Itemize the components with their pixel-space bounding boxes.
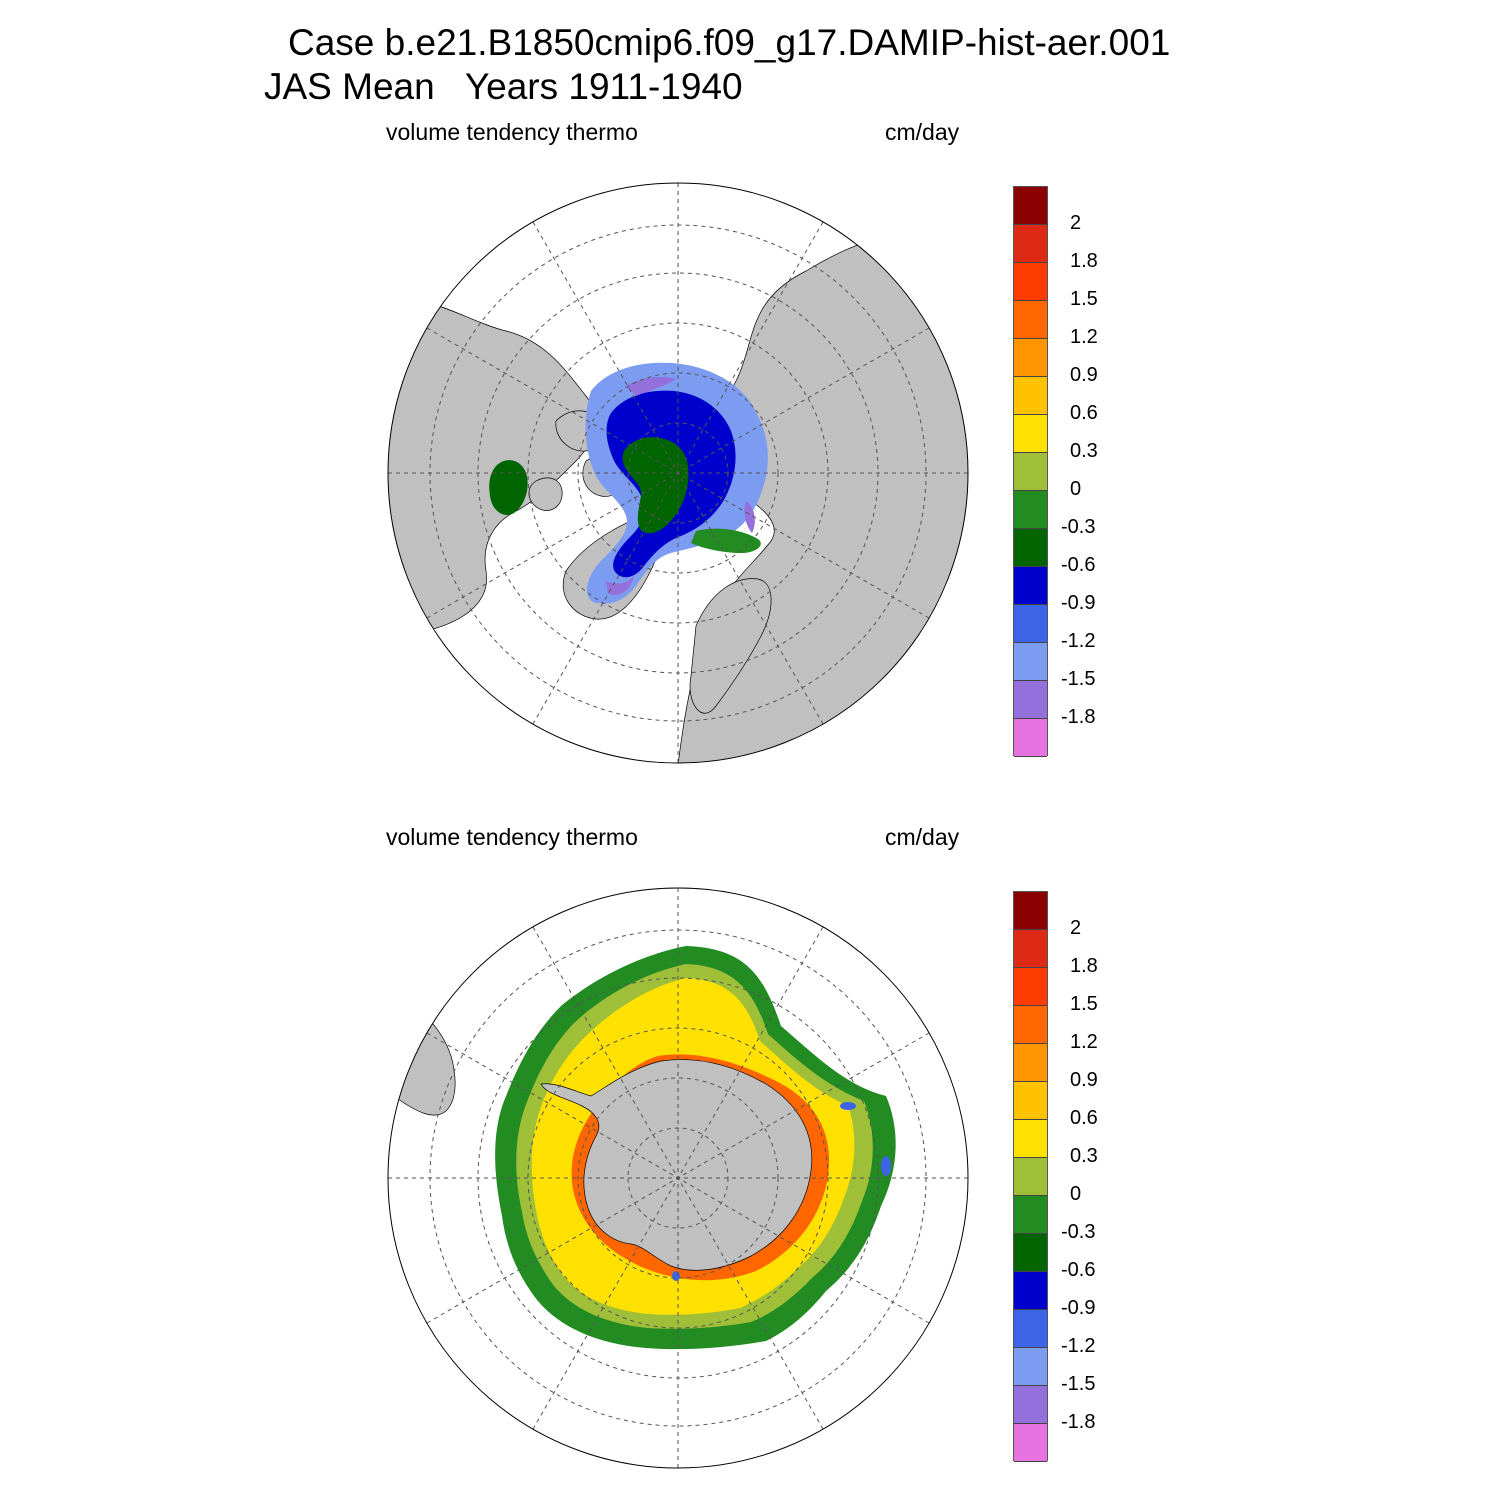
north-colorbar-tick-label: 2 bbox=[1070, 212, 1082, 234]
north-colorbar-segment bbox=[1014, 301, 1047, 339]
north-colorbar-segment bbox=[1014, 681, 1047, 719]
arctic-graticule bbox=[388, 183, 968, 763]
south-colorbar: 2 1.8 1.5 1.2 0.9 0.6 0.3 0 -0.3 -0.6 -0.9 -1.2 -1.5… bbox=[1013, 891, 1123, 1466]
sea-ice-blue-spot-east bbox=[881, 1156, 891, 1176]
south-colorbar-segment bbox=[1014, 1386, 1047, 1424]
south-colorbar-segment bbox=[1014, 1424, 1047, 1462]
north-colorbar-segment bbox=[1014, 187, 1047, 225]
south-colorbar-segment bbox=[1014, 1082, 1047, 1120]
north-colorbar-tick-label: 1.2 bbox=[1070, 326, 1098, 348]
north-colorbar-tick-label: 0.6 bbox=[1070, 402, 1098, 424]
sea-ice-green-baffin bbox=[489, 460, 528, 516]
north-colorbar-segment bbox=[1014, 225, 1047, 263]
north-colorbar-tick-label: 0 bbox=[1070, 478, 1082, 500]
antarctic-graticule bbox=[388, 888, 968, 1468]
south-colorbar-tick-label: -1.2 bbox=[1061, 1335, 1096, 1357]
south-colorbar-tick-label: 1.8 bbox=[1070, 955, 1098, 977]
south-colorbar-tick-label: 2 bbox=[1070, 917, 1082, 939]
south-colorbar-segment bbox=[1014, 1158, 1047, 1196]
south-colorbar-segment bbox=[1014, 930, 1047, 968]
sea-ice-green-center bbox=[622, 437, 689, 534]
south-colorbar-box bbox=[1013, 891, 1048, 1462]
north-colorbar-box bbox=[1013, 186, 1048, 757]
south-colorbar-segment bbox=[1014, 1006, 1047, 1044]
scandinavia-land bbox=[689, 578, 772, 714]
south-colorbar-tick-label: -0.9 bbox=[1061, 1297, 1096, 1319]
north-colorbar-tick-label: 0.3 bbox=[1070, 440, 1098, 462]
south-colorbar-segment bbox=[1014, 1044, 1047, 1082]
arctic-map-boundary bbox=[387, 182, 969, 764]
north-colorbar-segment bbox=[1014, 491, 1047, 529]
south-colorbar-segment bbox=[1014, 1310, 1047, 1348]
north-colorbar: 2 1.8 1.5 1.2 0.9 0.6 0.3 0 -0.3 -0.6 -0.9 -1.2 -1.5… bbox=[1013, 186, 1123, 761]
south-colorbar-tick-label: 1.5 bbox=[1070, 993, 1098, 1015]
sea-ice-blue-spot-ross bbox=[672, 1271, 680, 1281]
south-colorbar-segment bbox=[1014, 1120, 1047, 1158]
north-colorbar-segment bbox=[1014, 339, 1047, 377]
south-colorbar-segment bbox=[1014, 968, 1047, 1006]
south-colorbar-tick-label: 0 bbox=[1070, 1183, 1082, 1205]
sea-ice-blue-spot-northeast bbox=[840, 1102, 856, 1110]
north-colorbar-tick-label: 1.8 bbox=[1070, 250, 1098, 272]
sea-ice-green-barents bbox=[691, 528, 761, 553]
north-colorbar-segment bbox=[1014, 605, 1047, 643]
south-colorbar-segment bbox=[1014, 1196, 1047, 1234]
south-colorbar-segment bbox=[1014, 1348, 1047, 1386]
north-america-land bbox=[388, 298, 595, 642]
north-colorbar-tick-label: -0.6 bbox=[1061, 554, 1096, 576]
south-colorbar-segment bbox=[1014, 1234, 1047, 1272]
south-panel-units-label: cm/day bbox=[885, 824, 960, 850]
north-colorbar-tick-label: -0.9 bbox=[1061, 592, 1096, 614]
north-colorbar-tick-label: -1.5 bbox=[1061, 668, 1096, 690]
north-colorbar-tick-label: -0.3 bbox=[1061, 516, 1096, 538]
south-colorbar-tick-label: -0.6 bbox=[1061, 1259, 1096, 1281]
north-colorbar-tick-label: -1.2 bbox=[1061, 630, 1096, 652]
north-colorbar-segment bbox=[1014, 567, 1047, 605]
antarctic-map-boundary bbox=[387, 887, 969, 1469]
north-colorbar-tick-label: 1.5 bbox=[1070, 288, 1098, 310]
south-colorbar-tick-label: 0.9 bbox=[1070, 1069, 1098, 1091]
north-colorbar-segment bbox=[1014, 377, 1047, 415]
south-colorbar-tick-label: 0.3 bbox=[1070, 1145, 1098, 1167]
north-colorbar-tick-label: 0.9 bbox=[1070, 364, 1098, 386]
arctic-polar-map bbox=[387, 182, 969, 764]
north-colorbar-segment bbox=[1014, 453, 1047, 491]
south-colorbar-segment bbox=[1014, 1272, 1047, 1310]
south-colorbar-tick-label: -0.3 bbox=[1061, 1221, 1096, 1243]
south-colorbar-tick-label: -1.8 bbox=[1061, 1411, 1096, 1433]
figure-title-case: Case b.e21.B1850cmip6.f09_g17.DAMIP-hist… bbox=[288, 22, 1171, 63]
north-colorbar-segment bbox=[1014, 643, 1047, 681]
north-colorbar-tick-label: -1.8 bbox=[1061, 706, 1096, 728]
figure-title-period: JAS Mean Years 1911-1940 bbox=[264, 66, 743, 107]
south-colorbar-tick-label: 0.6 bbox=[1070, 1107, 1098, 1129]
north-colorbar-segment bbox=[1014, 263, 1047, 301]
north-colorbar-segment bbox=[1014, 415, 1047, 453]
south-panel-variable-label: volume tendency thermo bbox=[386, 824, 638, 850]
north-panel-variable-label: volume tendency thermo bbox=[386, 119, 638, 145]
antarctic-polar-map bbox=[387, 887, 969, 1469]
south-colorbar-tick-label: 1.2 bbox=[1070, 1031, 1098, 1053]
north-colorbar-segment bbox=[1014, 529, 1047, 567]
south-colorbar-tick-label: -1.5 bbox=[1061, 1373, 1096, 1395]
south-colorbar-segment bbox=[1014, 892, 1047, 930]
north-panel-units-label: cm/day bbox=[885, 119, 960, 145]
north-colorbar-segment bbox=[1014, 719, 1047, 757]
